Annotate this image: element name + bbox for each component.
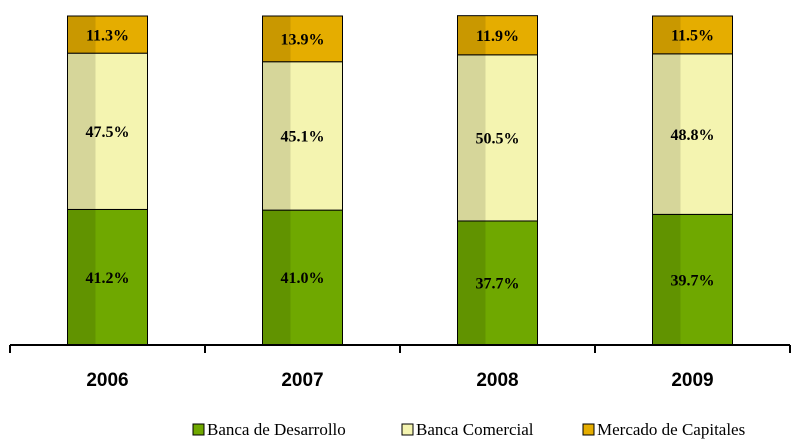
bar-segment <box>457 220 538 346</box>
data-label: 47.5% <box>86 124 130 141</box>
data-label: 11.9% <box>476 28 519 45</box>
bar-segment <box>67 208 148 346</box>
bar-segment <box>652 15 733 55</box>
bar-segment <box>67 15 148 54</box>
legend-label: Banca de Desarrollo <box>207 420 346 439</box>
legend-label: Mercado de Capitales <box>597 420 745 439</box>
data-label: 50.5% <box>476 131 520 148</box>
data-label: 48.8% <box>671 127 715 144</box>
data-label: 41.2% <box>86 270 130 287</box>
x-tick-label: 2008 <box>476 370 518 391</box>
legend-swatch <box>401 423 414 436</box>
data-label: 41.0% <box>281 270 325 287</box>
data-label: 37.7% <box>476 276 520 293</box>
legend-swatch <box>582 423 595 436</box>
bar-segment <box>457 15 538 56</box>
x-tick-label: 2006 <box>86 370 128 391</box>
x-tick-label: 2009 <box>671 370 713 391</box>
x-tick-label: 2007 <box>281 370 323 391</box>
data-label: 11.5% <box>671 28 714 45</box>
data-label: 39.7% <box>671 272 715 289</box>
legend-swatch <box>192 423 205 436</box>
data-label: 13.9% <box>281 32 325 49</box>
data-label: 11.3% <box>86 27 129 44</box>
bar-segment <box>457 54 538 222</box>
bar-segment <box>262 61 343 211</box>
data-label: 45.1% <box>281 129 325 146</box>
legend-label: Banca Comercial <box>416 420 534 439</box>
bar-segment <box>652 53 733 215</box>
bar-segment <box>262 15 343 63</box>
